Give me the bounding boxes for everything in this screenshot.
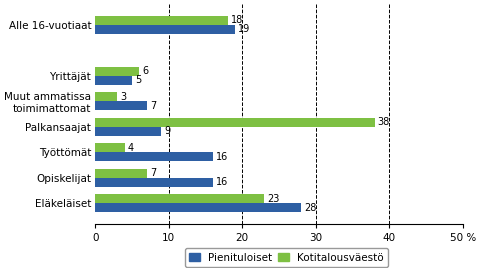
Bar <box>96 169 147 178</box>
Text: 5: 5 <box>135 75 141 85</box>
Bar <box>96 92 118 101</box>
Text: 6: 6 <box>143 66 148 76</box>
Text: 19: 19 <box>238 24 250 34</box>
Text: 18: 18 <box>230 15 243 25</box>
Text: 28: 28 <box>304 203 316 213</box>
Text: 7: 7 <box>150 168 156 178</box>
Bar <box>96 76 132 85</box>
Bar <box>96 203 301 212</box>
Bar <box>96 194 264 203</box>
Bar <box>96 25 235 34</box>
Text: 4: 4 <box>128 143 134 153</box>
Bar <box>96 143 125 152</box>
Bar <box>96 127 161 136</box>
Bar <box>96 67 139 76</box>
Bar <box>96 101 147 110</box>
Text: 16: 16 <box>216 177 228 187</box>
Text: 38: 38 <box>377 117 390 127</box>
Bar <box>96 178 213 187</box>
Text: 7: 7 <box>150 100 156 111</box>
Text: 16: 16 <box>216 152 228 162</box>
Bar <box>96 152 213 161</box>
Text: 23: 23 <box>267 194 280 204</box>
Text: 3: 3 <box>120 92 126 102</box>
Bar <box>96 16 228 25</box>
Legend: Pienituloiset, Kotitalousväestö: Pienituloiset, Kotitalousväestö <box>185 248 388 267</box>
Bar <box>96 118 374 127</box>
Text: 9: 9 <box>164 126 170 136</box>
